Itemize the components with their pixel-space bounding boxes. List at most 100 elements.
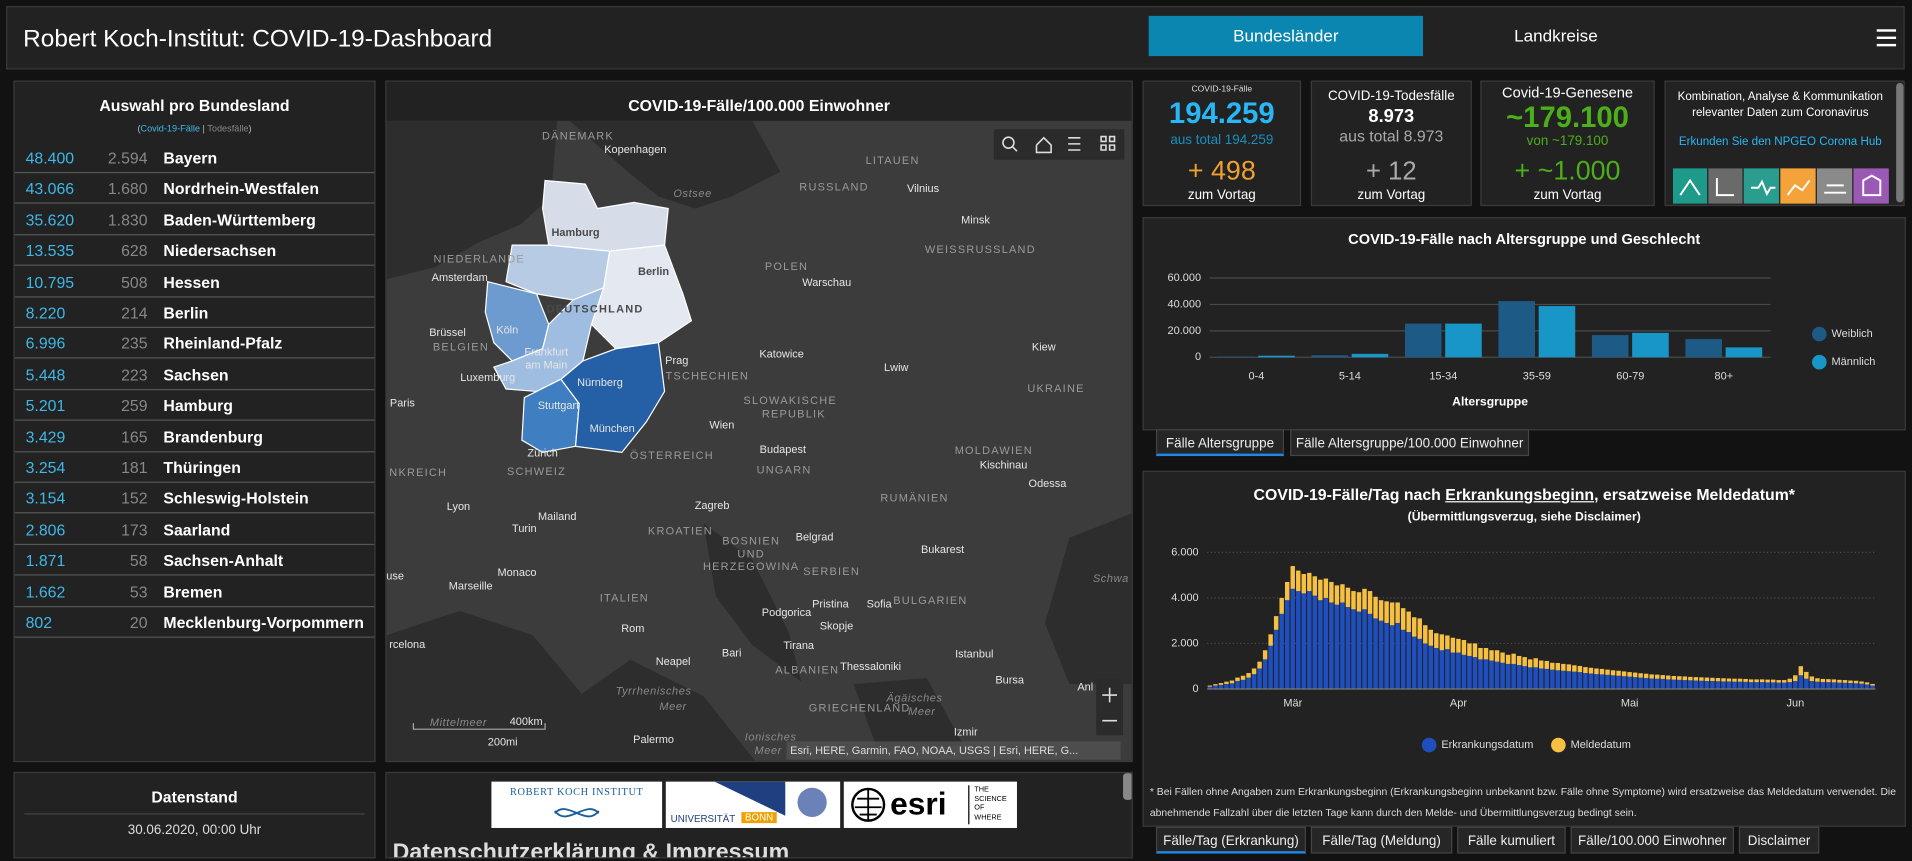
- link[interactable]: Erkrankungsbeginn: [1445, 485, 1595, 504]
- hub-link[interactable]: Erkunden Sie den NPGEO Corona Hub: [1678, 135, 1882, 149]
- map-label: Ostsee: [673, 188, 711, 200]
- deaths: 223: [121, 365, 148, 384]
- scrollbar[interactable]: [1123, 773, 1132, 800]
- state-row[interactable]: 13.535 628 Niedersachsen: [14, 236, 375, 267]
- daily-chart-panel: COVID-19-Fälle/Tag nach Erkrankungsbegin…: [1142, 470, 1906, 827]
- deaths: 628: [121, 241, 148, 260]
- region[interactable]: [542, 179, 669, 252]
- state-row[interactable]: 43.066 1.680 Nordrhein-Westfalen: [14, 174, 375, 205]
- tab-button[interactable]: Landkreise: [1514, 25, 1598, 46]
- map-label: Kiew: [1032, 341, 1056, 353]
- grid-icon[interactable]: [1100, 135, 1116, 151]
- map-label: Meer: [659, 701, 687, 713]
- state-row[interactable]: 3.429 165 Brandenburg: [14, 421, 375, 452]
- tab[interactable]: Fälle Altersgruppe: [1155, 429, 1285, 457]
- state-row[interactable]: 3.254 181 Thüringen: [14, 452, 375, 483]
- panel-title: COVID-19-Fälle/100.000 Einwohner: [628, 96, 890, 115]
- map-label: Minsk: [961, 215, 990, 227]
- tab[interactable]: Fälle/Tag (Meldung): [1310, 826, 1453, 854]
- tab[interactable]: Fälle/100.000 Einwohner: [1570, 826, 1734, 854]
- deaths: 165: [121, 427, 148, 446]
- map-label: BELGIEN: [433, 341, 489, 353]
- home-icon[interactable]: [1035, 136, 1052, 154]
- region[interactable]: [492, 286, 605, 393]
- state-row[interactable]: 3.154 152 Schleswig-Holstein: [14, 483, 375, 514]
- map-label: UNGARN: [757, 465, 812, 477]
- map-label: Köln: [496, 324, 518, 336]
- kpi-label: COVID-19-Todesfälle: [1327, 89, 1455, 104]
- kpi-label: COVID-19-Fälle: [1191, 85, 1253, 94]
- state-name: Niedersachsen: [163, 241, 277, 260]
- map-label: Stuttgart: [538, 400, 579, 412]
- cases: 1.662: [25, 582, 66, 601]
- map[interactable]: DÄNEMARK Kopenhagen Ostsee LITAUEN RUSSLAND V…: [386, 120, 1132, 762]
- map-label: Berlin: [638, 266, 669, 278]
- state-row[interactable]: 8.220 214 Berlin: [14, 298, 375, 329]
- map-label: Meer: [754, 745, 782, 757]
- state-row[interactable]: 2.806 173 Saarland: [14, 514, 375, 545]
- map-label: DEUTSCHLAND: [547, 304, 644, 316]
- tab[interactable]: Fälle Altersgruppe/100.000 Einwohner: [1290, 429, 1530, 457]
- tab[interactable]: Fälle kumuliert: [1457, 826, 1566, 854]
- kpi-label: Covid-19-Genesene: [1502, 84, 1634, 102]
- deaths: 1.830: [107, 210, 148, 229]
- cases: 2.806: [25, 520, 66, 539]
- kpi-box: COVID-19-Fälle 194.259 aus total 194.259…: [1142, 80, 1302, 207]
- map-label: Bari: [722, 647, 742, 659]
- scale-label: 200mi: [488, 736, 518, 748]
- region[interactable]: [560, 341, 666, 454]
- state-row[interactable]: 802 20 Mecklenburg-Vorpommern: [14, 607, 375, 638]
- kpi-delta: + 498: [1187, 154, 1256, 186]
- deaths: 508: [121, 272, 148, 291]
- state-name: Berlin: [163, 303, 209, 322]
- map-label: SLOWAKISCHE: [743, 395, 836, 407]
- map-label: Ägäisches: [885, 693, 942, 705]
- search-icon[interactable]: [1002, 136, 1015, 149]
- map-label: KROATIEN: [648, 526, 713, 538]
- hub-text: Kombination, Analyse & Kommunikation: [1677, 90, 1884, 104]
- map-label: Schwa: [1093, 573, 1129, 585]
- cases: 5.201: [25, 396, 66, 415]
- sea: [853, 677, 964, 752]
- map-label: rcelona: [389, 639, 426, 651]
- tab[interactable]: Fälle/Tag (Erkrankung): [1155, 826, 1306, 854]
- attribution: Esri, HERE, Garmin, FAO, NOAA, USGS | Es…: [790, 745, 1078, 757]
- map-label: Ionisches: [745, 732, 797, 744]
- state-row[interactable]: 1.871 58 Sachsen-Anhalt: [14, 545, 375, 576]
- list-icon[interactable]: [1068, 136, 1081, 151]
- state-row[interactable]: 10.795 508 Hessen: [14, 267, 375, 298]
- map-label: ALBANIEN: [775, 665, 839, 677]
- state-row[interactable]: 48.400 2.594 Bayern: [14, 143, 375, 174]
- map-label: Thessaloniki: [840, 661, 901, 673]
- tab-button[interactable]: Bundesländer: [1148, 15, 1424, 57]
- cases: 5.448: [25, 365, 66, 384]
- map-label: Pristina: [812, 599, 849, 611]
- kpi-total: aus total 194.259: [1170, 132, 1274, 148]
- cases: 8.220: [25, 303, 66, 322]
- map-label: POLEN: [765, 261, 808, 273]
- state-row[interactable]: 5.448 223 Sachsen: [14, 359, 375, 390]
- cases: 43.066: [25, 179, 75, 199]
- map-label: LITAUEN: [866, 155, 920, 167]
- state-row[interactable]: 6.996 235 Rheinland-Pfalz: [14, 328, 375, 359]
- map-label: Luxemburg: [460, 372, 515, 384]
- text: , ersatzweise Meldedatum*: [1594, 485, 1795, 504]
- hub-icons[interactable]: [1673, 168, 1890, 205]
- divider: [968, 785, 970, 825]
- zoom-buttons[interactable]: [1102, 687, 1117, 722]
- map-label: Kopenhagen: [604, 144, 666, 156]
- state-row[interactable]: 35.620 1.830 Baden-Württemberg: [14, 205, 375, 236]
- tab[interactable]: Disclaimer: [1738, 826, 1820, 854]
- map-label: Prag: [665, 355, 688, 367]
- map-label: WEISSRUSSLAND: [925, 244, 1036, 256]
- deaths: 214: [121, 303, 148, 322]
- search-icon[interactable]: [1011, 145, 1018, 152]
- menu-icon[interactable]: [1876, 28, 1897, 48]
- state-row[interactable]: 5.201 259 Hamburg: [14, 390, 375, 421]
- deaths: 20: [129, 613, 148, 632]
- cases: 35.620: [25, 210, 75, 229]
- state-row[interactable]: 1.662 53 Bremen: [14, 576, 375, 607]
- state-name: Sachsen: [163, 365, 229, 384]
- scrollbar[interactable]: [1896, 82, 1904, 203]
